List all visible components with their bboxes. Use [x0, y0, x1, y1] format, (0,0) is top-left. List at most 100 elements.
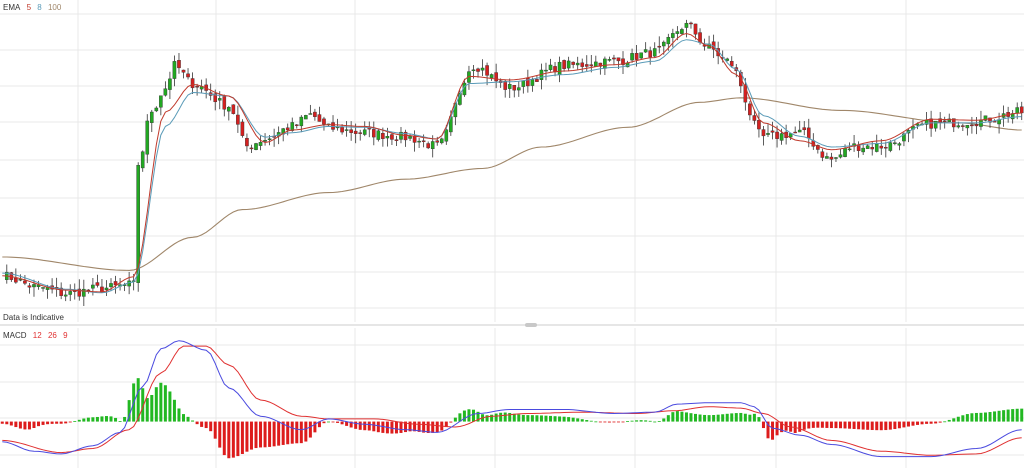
- macd-histogram-bar: [535, 415, 539, 422]
- macd-histogram-bar: [612, 421, 616, 423]
- macd-histogram-bar: [417, 421, 421, 432]
- candle-body: [797, 129, 802, 133]
- macd-histogram-bar: [453, 417, 457, 422]
- candle-body: [140, 151, 145, 169]
- macd-histogram-bar: [508, 412, 512, 422]
- macd-histogram-bar: [748, 414, 752, 422]
- candle-body: [195, 85, 199, 88]
- macd-param-fast: 12: [32, 331, 42, 340]
- candle-body: [607, 59, 612, 61]
- candle-body: [865, 145, 870, 149]
- macd-histogram-bar: [73, 421, 77, 422]
- candle-body: [358, 132, 363, 134]
- macd-histogram-bar: [408, 421, 412, 432]
- candle-body: [743, 84, 748, 103]
- macd-histogram-bar: [82, 418, 86, 422]
- candle-body: [929, 118, 933, 129]
- candle-body: [983, 115, 988, 121]
- macd-histogram-bar: [476, 411, 480, 422]
- macd-histogram-bar: [852, 421, 856, 429]
- candle-body: [684, 22, 689, 28]
- candle-body: [254, 143, 258, 150]
- candle-body: [779, 133, 784, 141]
- macd-histogram-bar: [607, 421, 611, 423]
- candle-body: [476, 68, 480, 72]
- candle-body: [820, 151, 825, 158]
- candle-body: [988, 117, 992, 123]
- macd-histogram-bar: [200, 421, 204, 427]
- macd-histogram-bar: [816, 421, 820, 428]
- macd-indicator-label[interactable]: MACD 12 26 9: [3, 331, 72, 340]
- macd-histogram-bar: [209, 421, 213, 432]
- macd-histogram-bar: [861, 421, 865, 430]
- macd-histogram-bar: [18, 421, 22, 429]
- macd-histogram-bar: [974, 412, 978, 422]
- macd-histogram-bar: [308, 421, 312, 438]
- macd-histogram-bar: [866, 421, 870, 430]
- candle-body: [104, 287, 109, 290]
- macd-param-signal: 9: [63, 331, 68, 340]
- macd-histogram-bar: [490, 414, 494, 422]
- candle-body: [825, 156, 829, 159]
- ema-indicator-label[interactable]: EMA 5 8 100: [3, 3, 65, 12]
- macd-histogram-bar: [177, 408, 181, 422]
- candle-body: [340, 126, 344, 133]
- macd-histogram-bar: [191, 420, 195, 422]
- macd-histogram-bar: [721, 414, 725, 422]
- macd-histogram-bar: [281, 421, 285, 445]
- ema-param-5: 5: [26, 3, 32, 12]
- macd-histogram-bar: [345, 421, 349, 426]
- macd-histogram-bar: [567, 417, 571, 422]
- candle-body: [775, 131, 779, 139]
- macd-histogram-bar: [444, 421, 448, 428]
- macd-histogram-bar: [780, 421, 784, 433]
- candle-body: [843, 148, 847, 157]
- candle-body: [616, 57, 621, 62]
- macd-histogram-bar: [449, 421, 453, 423]
- macd-histogram-bar: [154, 387, 158, 422]
- candle-body: [562, 60, 566, 69]
- candle-body: [575, 62, 580, 66]
- candle-body: [689, 22, 693, 25]
- macd-histogram-bar: [521, 414, 525, 422]
- macd-histogram-bar: [349, 421, 353, 428]
- candle-body: [163, 88, 168, 96]
- candle-body: [594, 61, 598, 67]
- macd-histogram-bar: [259, 421, 263, 448]
- macd-histogram-bar: [485, 415, 489, 422]
- macd-histogram-bar: [290, 421, 294, 444]
- candle-body: [231, 104, 236, 114]
- ema-name: EMA: [3, 3, 21, 12]
- ema-100-line: [2, 97, 1022, 271]
- macd-lines-layer: [2, 340, 1022, 458]
- candle-body: [317, 114, 322, 122]
- macd-histogram-bar: [91, 417, 95, 422]
- macd-histogram-bar: [422, 421, 426, 433]
- candle-body: [557, 61, 562, 75]
- candle-body: [861, 147, 865, 153]
- candle-body: [793, 131, 797, 134]
- pane-resize-handle[interactable]: [525, 323, 537, 327]
- candle-body: [571, 61, 575, 65]
- macd-histogram-bar: [884, 421, 888, 431]
- macd-histogram-bar: [240, 421, 244, 454]
- candle-body: [136, 165, 140, 283]
- candle-body: [258, 142, 263, 146]
- macd-histogram-bar: [286, 421, 290, 445]
- macd-histogram-bar: [426, 421, 430, 433]
- macd-histogram-bar: [358, 421, 362, 430]
- macd-histogram-bar: [218, 421, 222, 448]
- macd-histogram-bar: [639, 420, 643, 422]
- candle-body: [879, 145, 884, 149]
- macd-histogram-bar: [372, 421, 376, 432]
- macd-histogram-bar: [222, 421, 226, 456]
- macd-histogram-bar: [195, 421, 199, 425]
- macd-histogram-bar: [499, 412, 503, 422]
- macd-histogram-bar: [743, 413, 747, 422]
- macd-histogram-bar: [462, 410, 466, 422]
- macd-histogram-bar: [494, 413, 498, 422]
- macd-histogram-bar: [227, 421, 231, 459]
- candle-body: [530, 79, 535, 86]
